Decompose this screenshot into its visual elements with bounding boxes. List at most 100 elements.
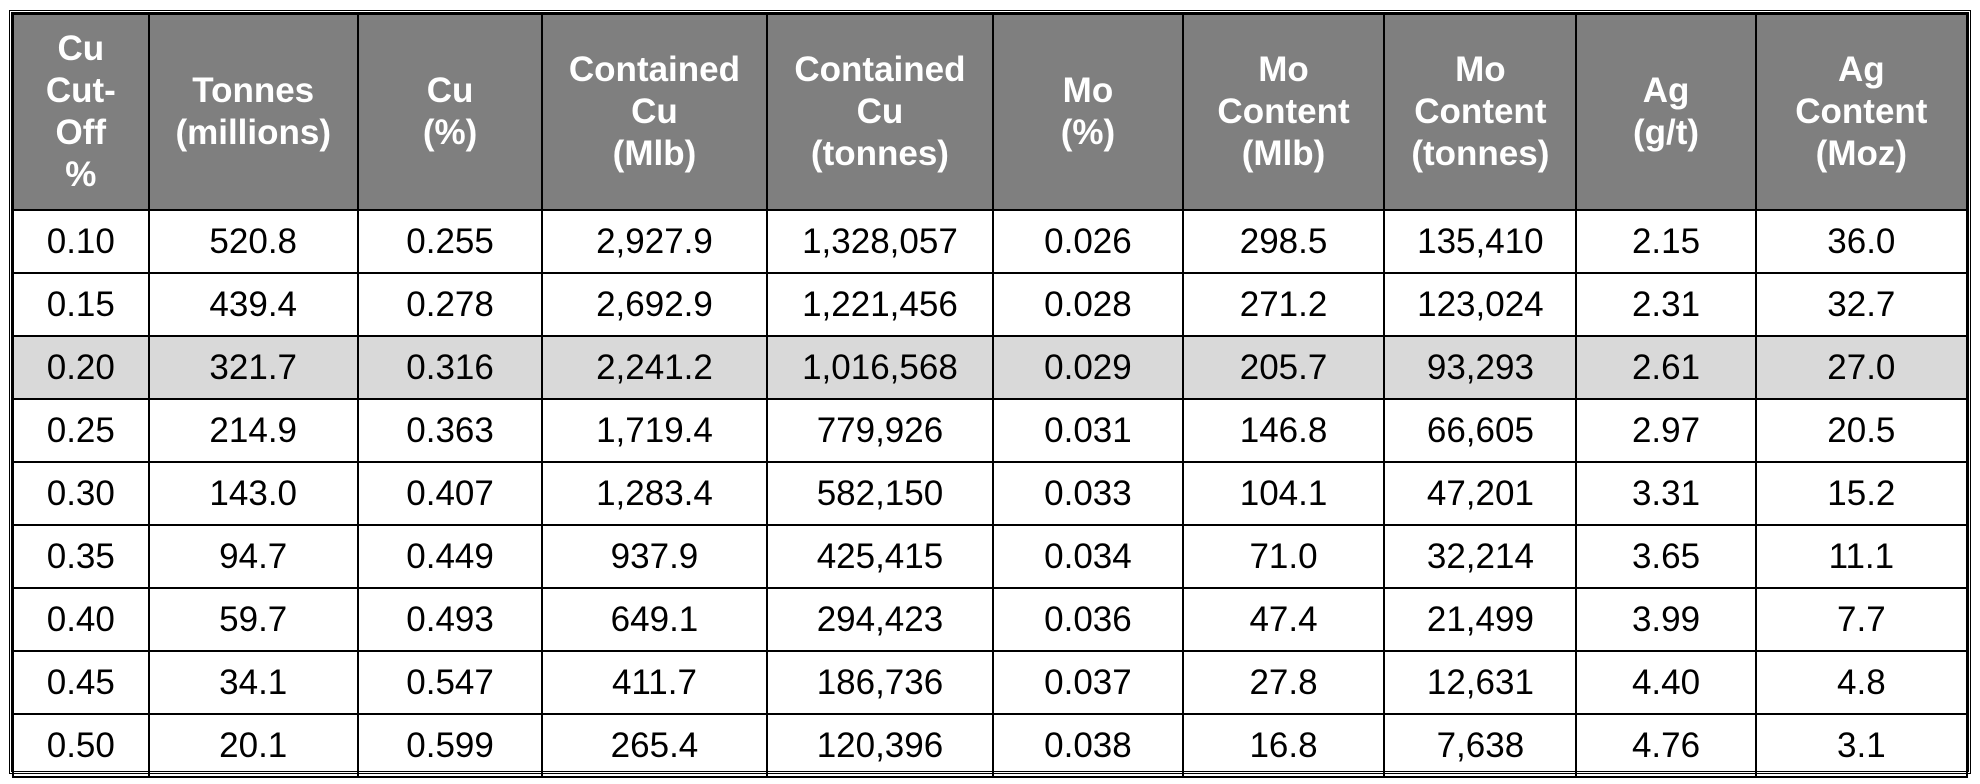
table-cell: 7,638 bbox=[1383, 713, 1578, 778]
header-line: (g/t) bbox=[1632, 113, 1700, 152]
table-cell: 0.25 bbox=[12, 398, 150, 463]
table-row: 0.45 34.1 0.547 411.7 186,736 0.037 27.8 12,631… bbox=[12, 650, 1969, 715]
table-cell: 321.7 bbox=[147, 335, 359, 400]
table-row: 0.10 520.8 0.255 2,927.9 1,328,057 0.026 298.5… bbox=[12, 209, 1969, 274]
table-cell: 2.97 bbox=[1575, 398, 1757, 463]
header-line: Cu bbox=[856, 92, 904, 131]
table-cell: 2,241.2 bbox=[541, 335, 768, 400]
header-line: Off bbox=[55, 113, 107, 152]
header-cu-grade: Cu (%) bbox=[356, 13, 544, 211]
table-cell: 20.5 bbox=[1754, 398, 1969, 463]
table-cell: 146.8 bbox=[1181, 398, 1386, 463]
table-cell: 59.7 bbox=[147, 587, 359, 652]
table-cell: 0.20 bbox=[12, 335, 150, 400]
table-cell: 143.0 bbox=[147, 461, 359, 526]
table-cell: 0.40 bbox=[12, 587, 150, 652]
table-cell: 20.1 bbox=[147, 713, 359, 778]
table-cell: 0.35 bbox=[12, 524, 150, 589]
table-row: 0.15 439.4 0.278 2,692.9 1,221,456 0.028 271.2… bbox=[12, 272, 1969, 337]
table-cell: 0.45 bbox=[12, 650, 150, 715]
header-line: Mo bbox=[1062, 71, 1114, 110]
table-cell: 0.599 bbox=[356, 713, 544, 778]
table-cell: 0.10 bbox=[12, 209, 150, 274]
table-row: 0.50 20.1 0.599 265.4 120,396 0.038 16.8 7,638 4… bbox=[12, 713, 1969, 778]
table-cell: 0.363 bbox=[356, 398, 544, 463]
table-cell: 649.1 bbox=[541, 587, 768, 652]
table-cell: 2.31 bbox=[1575, 272, 1757, 337]
table-cell: 0.026 bbox=[992, 209, 1184, 274]
table-cell: 271.2 bbox=[1181, 272, 1386, 337]
table-cell: 265.4 bbox=[541, 713, 768, 778]
table-row: 0.25 214.9 0.363 1,719.4 779,926 0.031 146.8 66… bbox=[12, 398, 1969, 463]
table-cell: 27.0 bbox=[1754, 335, 1969, 400]
table-cell: 294,423 bbox=[765, 587, 995, 652]
header-line: (%) bbox=[422, 113, 478, 152]
table-cell: 11.1 bbox=[1754, 524, 1969, 589]
table-cell: 1,016,568 bbox=[765, 335, 995, 400]
header-line: Ag bbox=[1642, 71, 1690, 110]
table-cell: 0.029 bbox=[992, 335, 1184, 400]
table-cell: 214.9 bbox=[147, 398, 359, 463]
table-cell: 3.1 bbox=[1754, 713, 1969, 778]
table-row: 0.20 321.7 0.316 2,241.2 1,016,568 0.029 205.7… bbox=[12, 335, 1969, 400]
table-cell: 2.15 bbox=[1575, 209, 1757, 274]
table-cell: 47,201 bbox=[1383, 461, 1578, 526]
table-cell: 0.50 bbox=[12, 713, 150, 778]
table-cell: 582,150 bbox=[765, 461, 995, 526]
table-cell: 27.8 bbox=[1181, 650, 1386, 715]
table-cell: 3.31 bbox=[1575, 461, 1757, 526]
table-cell: 123,024 bbox=[1383, 272, 1578, 337]
table-cell: 298.5 bbox=[1181, 209, 1386, 274]
header-line: (Moz) bbox=[1815, 134, 1908, 173]
header-line: Mo bbox=[1455, 50, 1506, 89]
header-line: Contained bbox=[794, 50, 966, 89]
header-mo-content-tonnes: Mo Content (tonnes) bbox=[1383, 13, 1578, 211]
table-cell: 4.40 bbox=[1575, 650, 1757, 715]
table-cell: 2,927.9 bbox=[541, 209, 768, 274]
header-tonnes: Tonnes (millions) bbox=[147, 13, 359, 211]
table-cell: 520.8 bbox=[147, 209, 359, 274]
table-cell: 34.1 bbox=[147, 650, 359, 715]
header-line: (millions) bbox=[175, 113, 331, 152]
table-cell: 3.99 bbox=[1575, 587, 1757, 652]
table-cell: 0.034 bbox=[992, 524, 1184, 589]
table-cell: 1,283.4 bbox=[541, 461, 768, 526]
table-cell: 71.0 bbox=[1181, 524, 1386, 589]
table-cell: 47.4 bbox=[1181, 587, 1386, 652]
table-cell: 0.028 bbox=[992, 272, 1184, 337]
header-line: Cu bbox=[631, 92, 678, 131]
table-body: 0.10 520.8 0.255 2,927.9 1,328,057 0.026 298.5… bbox=[12, 209, 1969, 778]
header-line: % bbox=[65, 155, 97, 194]
header-cu-cutoff: Cu Cut- Off% bbox=[12, 13, 150, 211]
table-cell: 1,221,456 bbox=[765, 272, 995, 337]
table-cell: 0.449 bbox=[356, 524, 544, 589]
table-cell: 1,328,057 bbox=[765, 209, 995, 274]
table-header: Cu Cut- Off% Tonnes (millions) Cu (%) Contained… bbox=[12, 13, 1969, 211]
header-line: Cut- bbox=[45, 71, 116, 110]
table-cell: 0.547 bbox=[356, 650, 544, 715]
header-ag-content: Ag Content (Moz) bbox=[1754, 13, 1969, 211]
table-cell: 3.65 bbox=[1575, 524, 1757, 589]
table-cell: 7.7 bbox=[1754, 587, 1969, 652]
table-cell: 36.0 bbox=[1754, 209, 1969, 274]
header-ag-grade: Ag (g/t) bbox=[1575, 13, 1757, 211]
table-cell: 937.9 bbox=[541, 524, 768, 589]
table-cell: 21,499 bbox=[1383, 587, 1578, 652]
table-cell: 32.7 bbox=[1754, 272, 1969, 337]
table-cell: 93,293 bbox=[1383, 335, 1578, 400]
header-contained-cu-tonnes: Contained Cu (tonnes) bbox=[765, 13, 995, 211]
header-line: Content bbox=[1414, 92, 1547, 131]
table-cell: 94.7 bbox=[147, 524, 359, 589]
table-cell: 2.61 bbox=[1575, 335, 1757, 400]
table-cell: 16.8 bbox=[1181, 713, 1386, 778]
table-cell: 135,410 bbox=[1383, 209, 1578, 274]
table-cell: 0.037 bbox=[992, 650, 1184, 715]
table-cell: 0.493 bbox=[356, 587, 544, 652]
header-line: Tonnes bbox=[192, 71, 315, 110]
resource-table-frame: Cu Cut- Off% Tonnes (millions) Cu (%) Contained… bbox=[9, 10, 1971, 778]
table-cell: 1,719.4 bbox=[541, 398, 768, 463]
table-cell: 779,926 bbox=[765, 398, 995, 463]
table-row: 0.40 59.7 0.493 649.1 294,423 0.036 47.4 21,499… bbox=[12, 587, 1969, 652]
table-cell: 205.7 bbox=[1181, 335, 1386, 400]
header-line: Ag bbox=[1838, 50, 1885, 89]
